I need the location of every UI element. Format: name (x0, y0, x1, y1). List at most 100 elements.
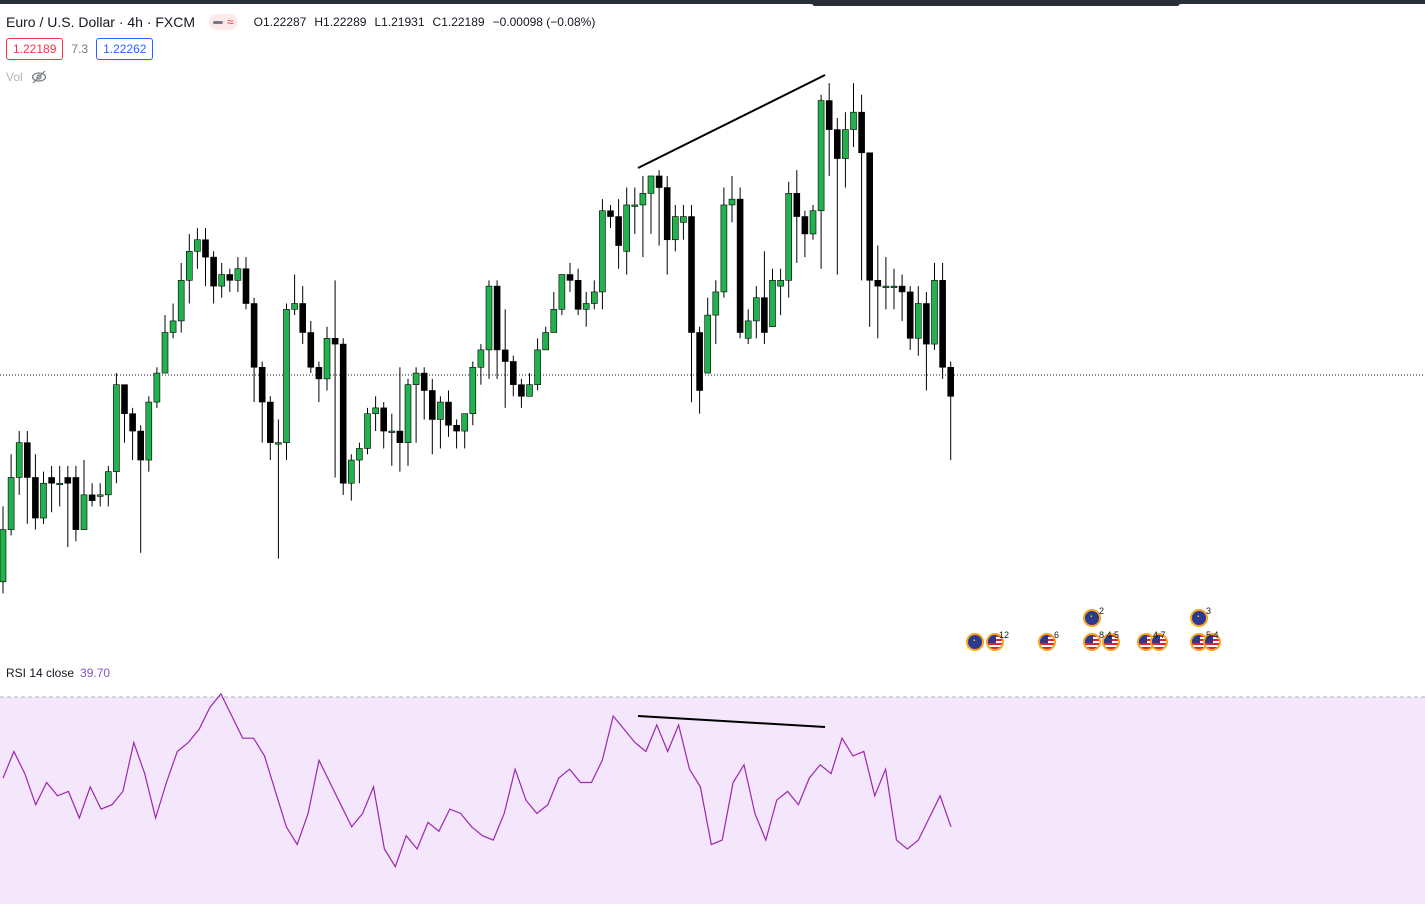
ohlc-values: O1.22287 H1.22289 L1.21931 C1.22189 −0.0… (254, 15, 596, 29)
candle-down (307, 332, 315, 368)
candle-up (526, 384, 533, 397)
legend-controls[interactable]: ≈ (209, 14, 238, 30)
event-count: 8 4 5 (1099, 630, 1120, 640)
close-label: C (432, 15, 442, 29)
us-flag-icon[interactable] (1203, 633, 1221, 651)
high-label: H (314, 15, 324, 29)
candle-down (64, 477, 72, 484)
eu-flag-icon[interactable] (1083, 609, 1101, 627)
candle-up (752, 297, 760, 322)
candle-up (680, 216, 687, 223)
candle-down (518, 384, 525, 397)
close-value: 1.22189 (441, 15, 485, 29)
spread-value: 7.3 (71, 42, 89, 56)
candle-down (299, 303, 307, 333)
open-label: O (253, 15, 263, 29)
candle-up (882, 285, 890, 288)
candle-down (315, 366, 323, 380)
candle-down (736, 198, 744, 333)
candle-up (485, 285, 493, 351)
candle-down (688, 216, 695, 333)
us-flag-icon[interactable] (1038, 633, 1056, 651)
us-flag-icon[interactable] (986, 633, 1004, 651)
candle-down (137, 430, 144, 461)
candle-up (728, 198, 736, 206)
candle-down (72, 477, 80, 530)
ask-button[interactable]: 1.22262 (96, 38, 154, 60)
bid-button[interactable]: 1.22189 (6, 38, 64, 60)
candle-down (210, 256, 217, 287)
rsi-title[interactable]: RSI 14 close (6, 666, 75, 680)
candle-up (558, 274, 566, 310)
candle-up (218, 274, 225, 287)
candle-up (15, 442, 23, 478)
candle-up (671, 216, 679, 241)
candle-up (7, 477, 15, 530)
event-count: 2 (1099, 606, 1105, 616)
minus-icon[interactable] (213, 20, 224, 24)
candle-up (809, 210, 817, 235)
eye-off-icon[interactable] (31, 70, 47, 84)
rsi-line (2, 692, 952, 869)
rsi-pane-background (0, 697, 1425, 904)
us-flag-icon[interactable] (1102, 633, 1120, 651)
candle-down (825, 100, 833, 130)
candle-down (88, 494, 96, 501)
candle-up (469, 366, 477, 414)
candle-down (453, 424, 460, 432)
candle-up (0, 529, 7, 583)
candle-down (866, 152, 874, 281)
candle-up (412, 372, 420, 385)
candle-down (202, 239, 209, 258)
quote-box: 1.22189 7.3 1.22262 (6, 38, 154, 60)
candle-down (898, 285, 906, 293)
eu-flag-icon[interactable] (1190, 609, 1208, 627)
candle-up (145, 401, 153, 461)
candle-down (655, 175, 663, 188)
candle-up (550, 309, 558, 333)
candle-up (96, 494, 104, 497)
top-toolbar-handle[interactable] (812, 0, 1180, 6)
us-flag-icon[interactable] (1083, 633, 1101, 651)
volume-legend: Vol (6, 70, 47, 84)
candle-up (437, 401, 444, 420)
candle-up (817, 100, 825, 212)
candle-up (80, 494, 88, 530)
candle-down (266, 401, 274, 443)
candle-up (850, 111, 857, 130)
candle-down (493, 285, 501, 351)
candle-up (744, 320, 752, 339)
candle-up (291, 303, 298, 310)
open-value: 1.22287 (262, 15, 307, 29)
candle-up (56, 482, 64, 486)
candle-up (914, 303, 922, 339)
wave-icon[interactable]: ≈ (227, 15, 234, 29)
volume-label: Vol (6, 70, 23, 84)
candle-down (32, 477, 39, 519)
candle-down (874, 280, 882, 287)
candle-up (590, 291, 598, 304)
candle-down (242, 268, 250, 304)
candle-up (785, 193, 793, 281)
candle-up (40, 482, 47, 519)
low-label: L (374, 15, 382, 29)
candle-up (194, 239, 201, 252)
candle-up (404, 384, 412, 443)
candle-down (923, 303, 930, 345)
eu-flag-icon[interactable] (966, 633, 984, 651)
candle-down (226, 274, 234, 281)
candle-up (890, 285, 898, 288)
candle-up (477, 349, 485, 368)
candle-up (647, 175, 655, 194)
candles-layer (0, 83, 955, 594)
symbol-title[interactable]: Euro / U.S. Dollar · 4h · FXCM (6, 14, 196, 30)
candle-up (623, 204, 631, 252)
candle-down (947, 366, 955, 397)
candle-up (842, 129, 849, 159)
candle-up (113, 384, 120, 472)
candle-down (761, 297, 768, 333)
candle-up (356, 448, 363, 461)
us-flag-icon[interactable] (1150, 633, 1168, 651)
series-legend: Euro / U.S. Dollar · 4h · FXCM ≈ O1.2228… (6, 13, 595, 31)
